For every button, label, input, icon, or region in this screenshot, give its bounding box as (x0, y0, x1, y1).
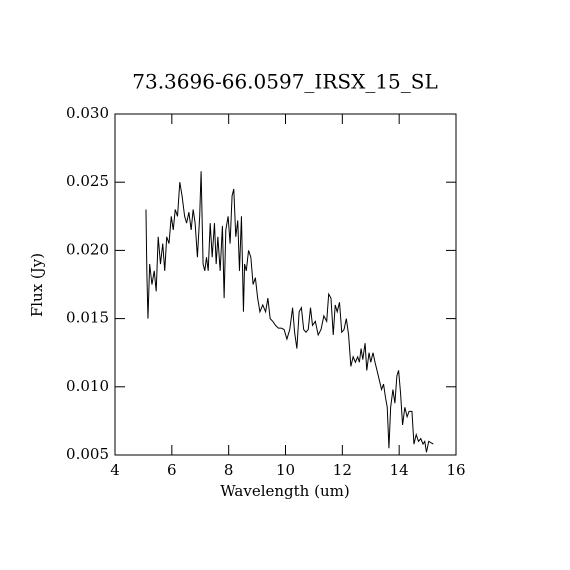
y-tick-label: 0.025 (66, 172, 109, 190)
spectrum-line (145, 171, 434, 453)
y-tick-label: 0.010 (66, 377, 109, 395)
y-tick-label: 0.030 (66, 104, 109, 122)
x-tick-label: 8 (224, 461, 234, 479)
y-tick-label: 0.020 (66, 240, 109, 258)
x-tick-label: 10 (276, 461, 295, 479)
x-tick-label: 6 (167, 461, 177, 479)
y-tick-label: 0.005 (66, 445, 109, 463)
x-tick-label: 12 (333, 461, 352, 479)
x-tick-label: 14 (390, 461, 409, 479)
x-tick-label: 4 (110, 461, 120, 479)
chart-title: 73.3696-66.0597_IRSX_15_SL (132, 70, 438, 94)
x-axis-label: Wavelength (um) (220, 482, 349, 500)
x-tick-label: 16 (446, 461, 465, 479)
y-tick-label: 0.015 (66, 309, 109, 327)
y-axis-label: Flux (Jy) (28, 253, 46, 317)
